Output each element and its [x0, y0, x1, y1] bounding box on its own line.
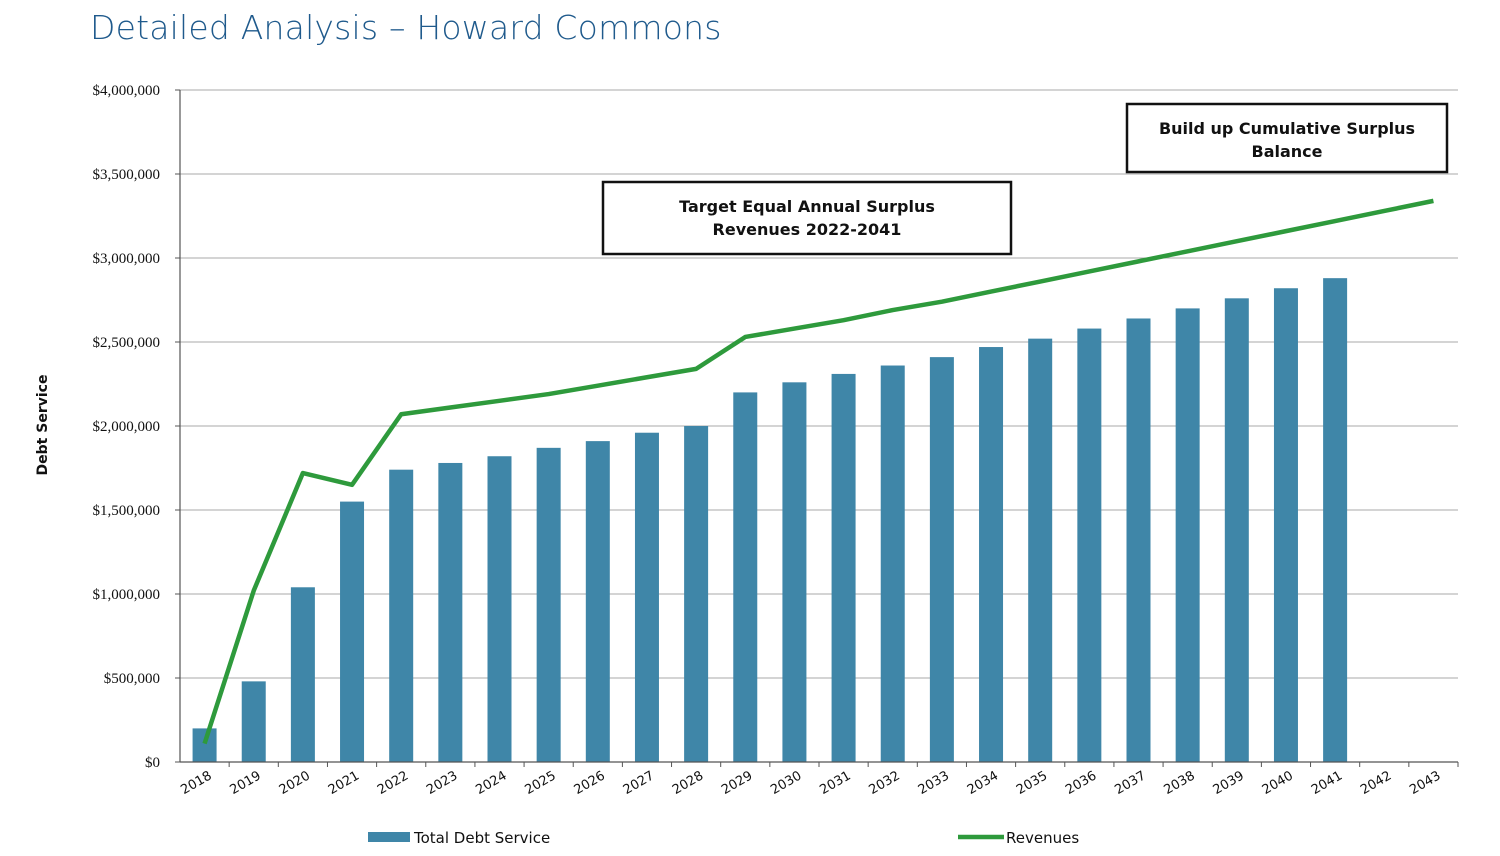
legend-swatch-total-debt-service [368, 832, 410, 842]
bar-total-debt-service [1028, 338, 1053, 762]
x-tick-label: 2020 [277, 768, 313, 798]
bar-total-debt-service [1323, 278, 1348, 762]
bar-total-debt-service [487, 456, 512, 762]
x-tick-label: 2028 [670, 768, 706, 798]
x-tick-label: 2040 [1260, 768, 1296, 798]
y-tick-label: $2,000,000 [93, 419, 161, 435]
y-tick-label: $1,000,000 [93, 587, 161, 603]
x-tick-label: 2043 [1407, 768, 1443, 798]
annotation-box: Target Equal Annual Surplus Revenues 2022… [601, 180, 1013, 256]
x-tick-label: 2036 [1063, 768, 1099, 798]
x-tick-label: 2031 [817, 768, 853, 798]
annotation-text: Balance [1252, 142, 1323, 161]
bar-total-debt-service [831, 373, 856, 762]
bar-total-debt-service [389, 469, 414, 762]
x-tick-label: 2037 [1112, 768, 1148, 798]
legend: Total Debt Service Revenues [368, 829, 1079, 847]
x-tick-label: 2030 [768, 768, 804, 798]
bar-total-debt-service [536, 447, 561, 762]
x-tick-label: 2019 [228, 768, 264, 798]
x-tick-label: 2029 [719, 768, 755, 798]
x-tick-label: 2024 [473, 768, 509, 798]
legend-label-revenues: Revenues [1006, 829, 1079, 847]
annotations: Target Equal Annual Surplus Revenues 2022… [601, 102, 1449, 256]
y-tick-label: $4,000,000 [93, 83, 161, 99]
x-tick-label: 2042 [1358, 768, 1394, 798]
bar-total-debt-service [1224, 298, 1249, 762]
y-tick-label: $3,000,000 [93, 251, 161, 267]
y-tick-label: $2,500,000 [93, 335, 161, 351]
x-tick-label: 2023 [424, 768, 460, 798]
bar-total-debt-service [241, 681, 266, 762]
bar-total-debt-service [1175, 308, 1200, 762]
bar-total-debt-service [192, 728, 217, 762]
bar-total-debt-service [733, 392, 758, 762]
bar-total-debt-service [290, 587, 315, 762]
gridlines [180, 89, 1458, 679]
x-tick-label: 2032 [867, 768, 903, 798]
x-axis-ticks: 2018 2019 2020 2021 2022 2023 2024 2025 2026 2027… [178, 762, 1459, 798]
bar-total-debt-service [340, 501, 365, 762]
annotation-text: Revenues 2022-2041 [713, 220, 902, 239]
revenues-line [202, 198, 1434, 745]
bar-total-debt-service [782, 382, 807, 762]
annotation-box: Build up Cumulative Surplus Balance [1125, 102, 1449, 174]
y-tick-label: $3,500,000 [93, 167, 161, 183]
bar-series [192, 278, 1348, 762]
x-tick-label: 2021 [326, 768, 362, 798]
y-tick-label: $500,000 [104, 671, 160, 687]
annotation-text: Build up Cumulative Surplus [1159, 119, 1415, 138]
x-tick-label: 2035 [1014, 768, 1050, 798]
y-tick-label: $0 [145, 755, 160, 771]
bar-total-debt-service [929, 357, 954, 762]
line-series [202, 198, 1434, 745]
bar-total-debt-service [438, 462, 463, 762]
annotation-text: Target Equal Annual Surplus [679, 197, 935, 216]
bar-total-debt-service [585, 441, 610, 762]
x-tick-label: 2027 [621, 768, 657, 798]
x-tick-label: 2022 [375, 768, 411, 798]
bar-total-debt-service [1126, 318, 1151, 762]
bar-total-debt-service [979, 347, 1004, 762]
bar-total-debt-service [1273, 288, 1298, 762]
axes [179, 90, 1458, 763]
x-tick-label: 2025 [522, 768, 558, 798]
bar-total-debt-service [634, 432, 659, 762]
x-tick-label: 2026 [572, 768, 608, 798]
x-tick-label: 2018 [178, 768, 214, 798]
x-tick-label: 2038 [1161, 768, 1197, 798]
y-axis-label: Debt Service [35, 375, 51, 476]
y-tick-label: $1,500,000 [93, 503, 161, 519]
annotation-border [1125, 102, 1449, 174]
annotation-border [601, 180, 1013, 256]
bar-total-debt-service [684, 426, 709, 762]
x-tick-label: 2041 [1309, 768, 1345, 798]
x-tick-label: 2039 [1211, 768, 1247, 798]
x-tick-label: 2034 [965, 768, 1001, 798]
x-tick-label: 2033 [916, 768, 952, 798]
bar-total-debt-service [880, 365, 905, 762]
legend-label-total-debt-service: Total Debt Service [413, 829, 550, 847]
page-title: Detailed Analysis – Howard Commons [90, 8, 722, 47]
bar-total-debt-service [1077, 328, 1102, 762]
y-axis-ticks: $0 $500,000 $1,000,000 $1,500,000 $2,000,000… [93, 83, 180, 771]
